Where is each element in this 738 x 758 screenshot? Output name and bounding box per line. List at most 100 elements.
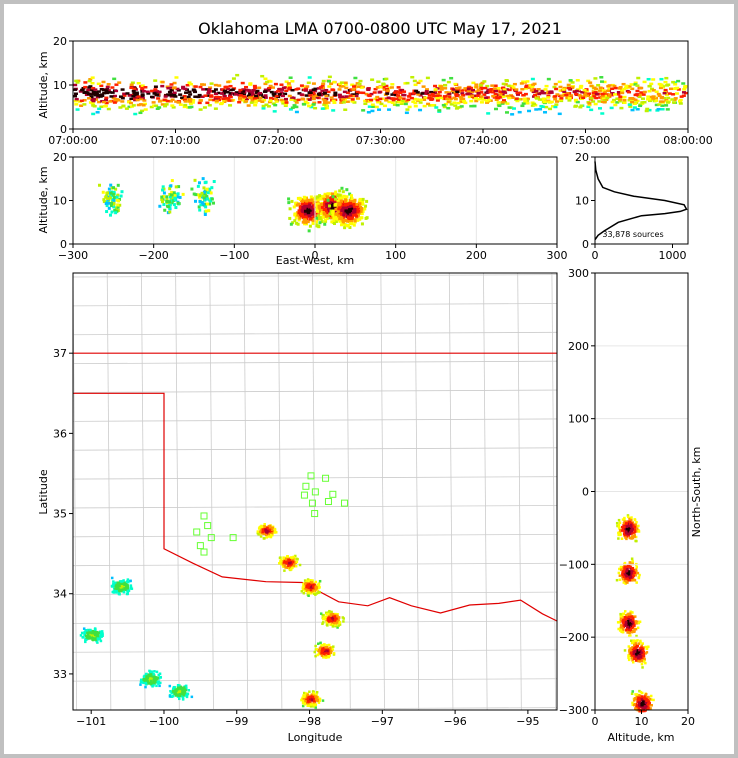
source-point [306,81,311,85]
source-point [99,87,104,91]
source-point [316,224,320,228]
source-point [647,695,650,699]
source-point [308,579,311,583]
source-point [172,86,177,89]
source-point [113,97,118,101]
source-point [306,578,310,581]
source-point [343,108,348,111]
source-point [559,99,564,103]
source-point [339,81,344,84]
source-point [317,642,320,645]
source-point [385,87,390,91]
source-point [332,645,335,648]
source-point [173,692,176,696]
source-point [140,109,145,113]
source-point [474,85,479,89]
source-point [164,103,169,106]
source-point [617,627,620,631]
source-point [654,103,659,107]
source-point [308,201,312,205]
source-point [311,589,315,592]
source-point [635,565,639,569]
source-point [210,186,214,190]
source-point [459,89,464,92]
source-point [321,92,326,96]
source-point [250,91,255,94]
source-point [631,701,634,705]
source-point [339,223,343,227]
source-point [530,85,535,89]
source-point [629,610,632,614]
source-point [622,570,626,573]
source-point [315,693,318,696]
source-point [97,93,102,97]
source-point [492,87,497,90]
source-point [324,653,328,657]
source-point [176,89,181,92]
source-point [374,105,379,109]
source-point [108,196,112,200]
source-point [660,107,665,111]
source-point [631,661,635,664]
source-point [320,643,323,647]
source-point [586,79,591,83]
source-point [562,90,567,93]
county-line [346,273,351,710]
source-point [469,99,474,103]
source-point [176,201,180,205]
latitude-axis-tick-label: 37 [53,347,67,360]
source-point [303,694,306,697]
source-point [630,525,633,529]
source-point [617,99,622,103]
source-point [390,93,395,96]
source-point [348,198,352,202]
source-point [634,707,637,710]
source-point [183,691,186,694]
source-point [384,98,389,102]
source-point [277,93,282,96]
source-point [283,565,287,568]
source-point [642,100,647,104]
source-point [602,101,607,104]
source-point [301,701,305,705]
source-point [144,685,147,689]
source-point [125,584,129,588]
source-point [228,92,233,95]
source-point [348,192,352,196]
source-point [226,80,231,84]
source-point [165,99,170,103]
source-point [627,620,630,623]
source-point [284,80,289,83]
county-line [414,273,420,710]
source-point [637,530,641,533]
source-point [660,95,665,99]
source-point [288,567,291,571]
source-point [540,105,545,109]
source-point [342,194,346,198]
north-south-axis-tick-label: 0 [582,486,589,499]
source-point [166,86,171,90]
source-point [629,619,632,623]
source-point [140,94,145,97]
source-point [507,106,512,109]
source-point [102,100,107,104]
source-point [261,107,266,110]
source-point [217,84,222,87]
source-point [202,186,206,190]
source-point [173,95,178,98]
source-point [486,98,491,102]
source-point [637,694,641,697]
source-point [619,612,622,616]
source-point [618,98,623,101]
source-point [309,591,313,595]
source-point [315,208,319,212]
source-point [112,198,116,202]
source-point [307,205,311,209]
source-point [434,106,439,109]
source-point [462,88,467,92]
source-point [635,581,638,584]
source-point [208,202,212,206]
source-point [525,80,530,83]
source-point [642,657,645,660]
source-point [622,612,626,616]
